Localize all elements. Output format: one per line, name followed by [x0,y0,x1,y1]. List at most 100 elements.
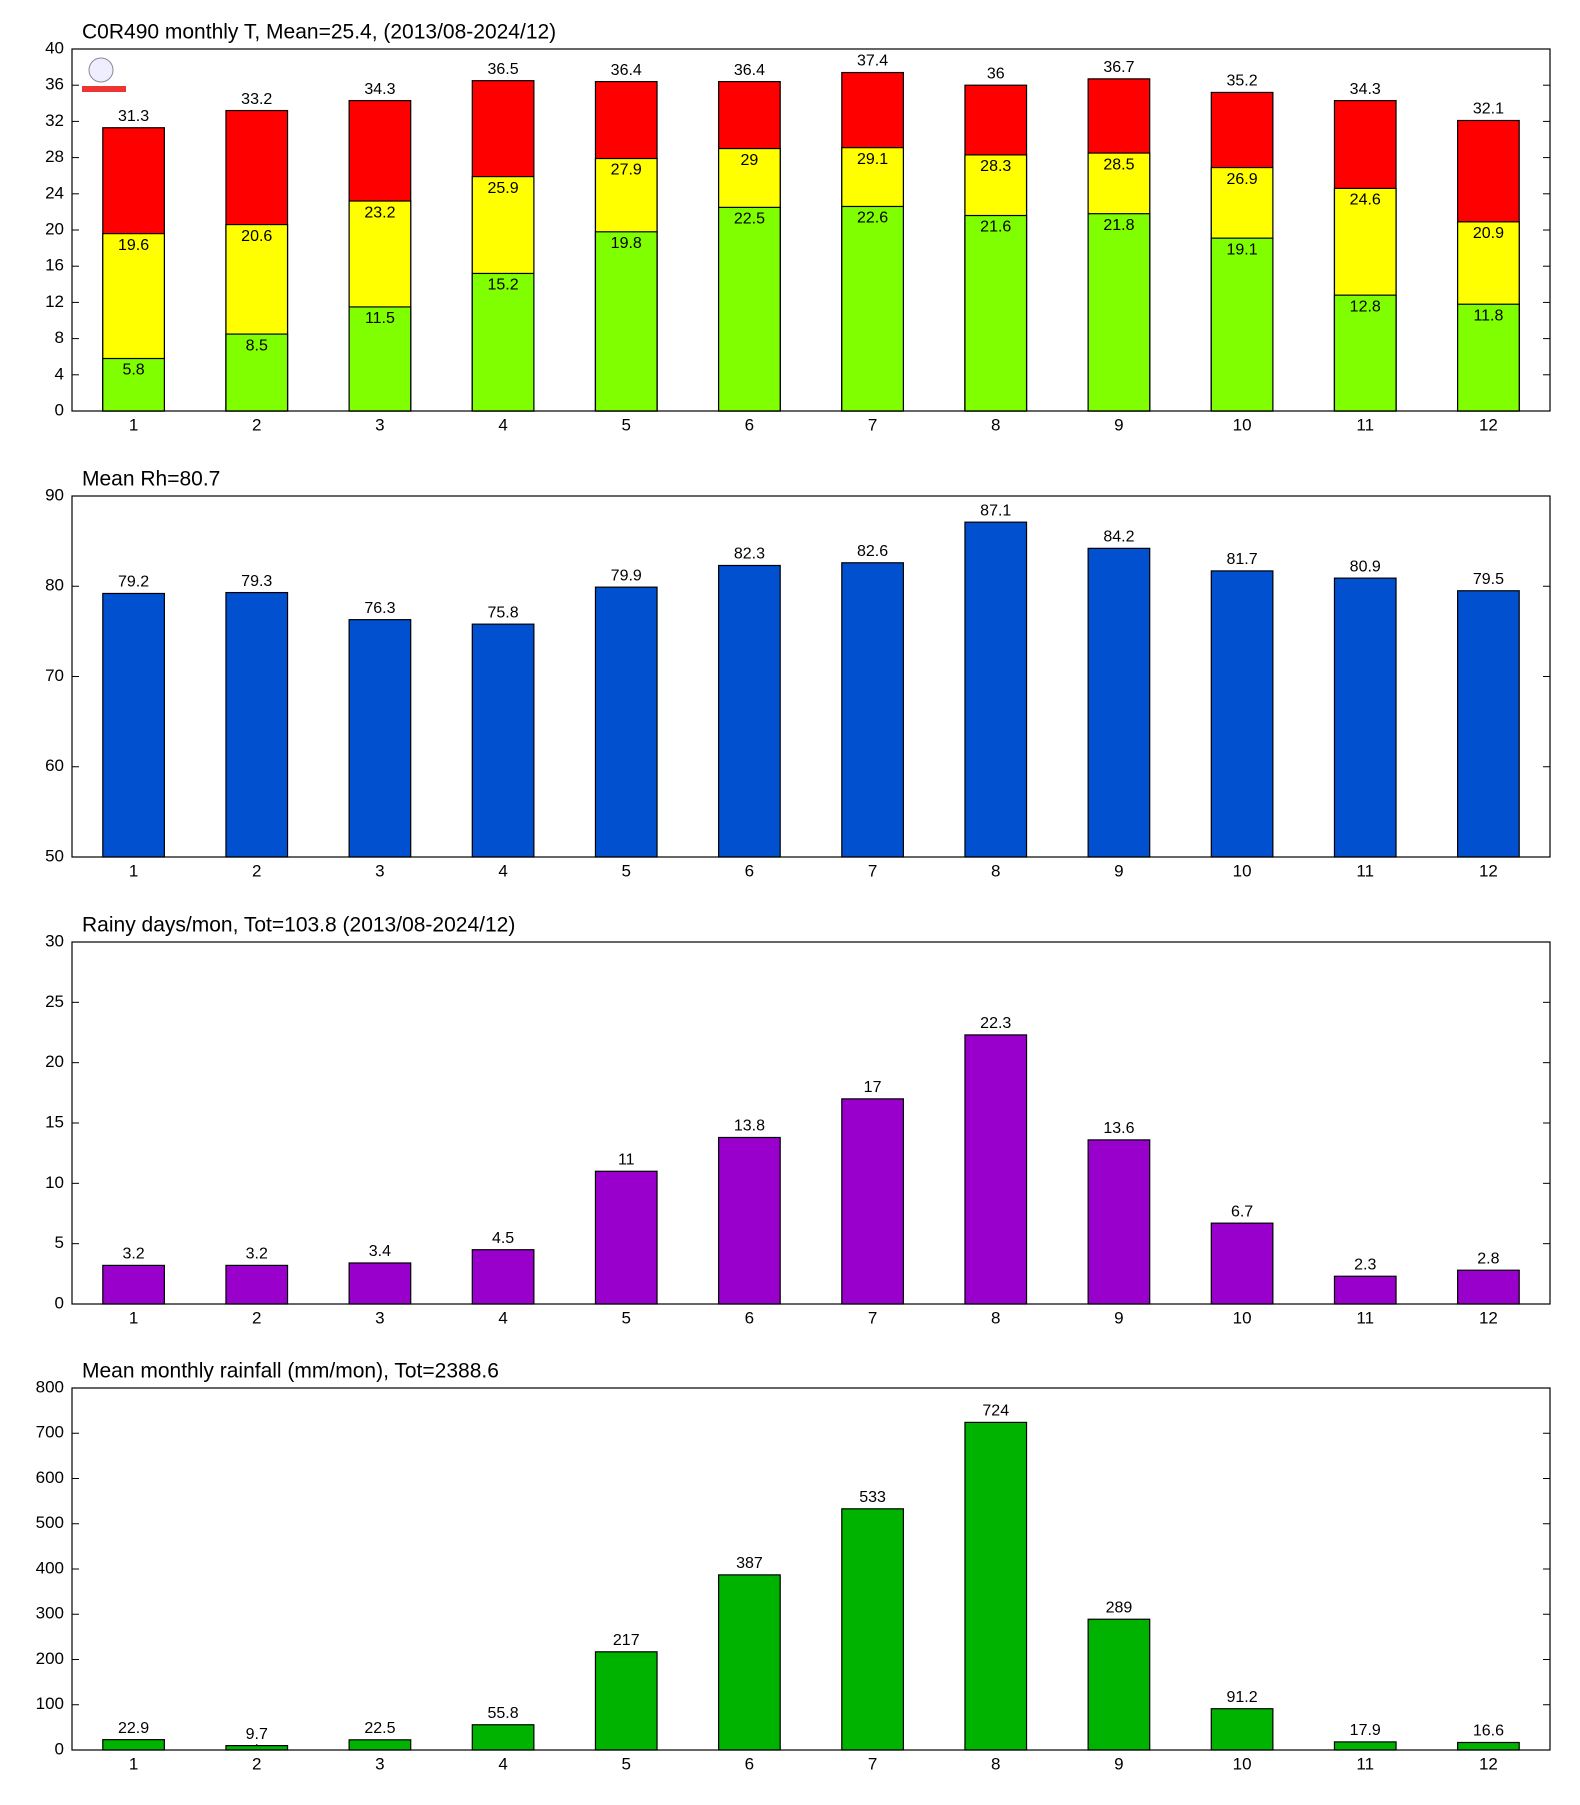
y-tick-label: 50 [45,846,64,865]
x-tick-label: 1 [129,861,138,880]
x-tick-label: 6 [745,415,754,434]
value-label: 82.6 [857,543,888,560]
value-label: 79.5 [1473,571,1504,588]
bar [225,333,289,412]
value-label: 289 [1106,1599,1133,1616]
y-tick-label: 60 [45,756,64,775]
y-tick-label: 200 [36,1649,64,1668]
bar [1210,1708,1274,1751]
bar [1457,1269,1520,1305]
value-label: 9.7 [246,1726,268,1743]
value-label: 387 [736,1555,763,1572]
value-label: 36.5 [488,61,519,78]
x-tick-label: 5 [622,861,631,880]
chart-title: Rainy days/mon, Tot=103.8 (2013/08-2024/… [82,914,515,937]
value-label: 13.6 [1103,1120,1134,1137]
y-tick-label: 70 [45,666,64,685]
value-label: 36.4 [611,62,642,79]
y-tick-label: 15 [45,1112,64,1131]
y-tick-label: 20 [45,1052,64,1071]
value-label: 17.9 [1350,1722,1381,1739]
value-label: 24.6 [1350,192,1381,209]
value-label: 217 [613,1632,640,1649]
bar [348,1739,412,1751]
bar [841,205,904,412]
bar [964,214,1028,412]
value-label: 13.8 [734,1118,765,1135]
value-label: 8.5 [246,337,268,354]
value-label: 34.3 [364,81,395,98]
bar [471,1249,535,1305]
x-tick-label: 5 [622,415,631,434]
plot-frame [71,495,1551,858]
bar [1087,1618,1151,1751]
x-tick-label: 4 [498,861,507,880]
value-label: 19.1 [1227,241,1258,258]
value-label: 2.8 [1477,1250,1499,1267]
logo-mark [82,86,126,92]
value-label: 29.1 [857,151,888,168]
y-tick-label: 80 [45,576,64,595]
bar [964,521,1028,858]
x-tick-label: 4 [498,1308,507,1327]
value-label: 81.7 [1227,551,1258,568]
bar [841,1098,904,1305]
value-label: 20.9 [1473,225,1504,242]
value-label: 20.6 [241,228,272,245]
bar [964,1034,1028,1305]
y-tick-label: 700 [36,1423,64,1442]
value-label: 26.9 [1227,171,1258,188]
bar [225,591,289,858]
value-label: 80.9 [1350,558,1381,575]
y-tick-label: 16 [45,256,64,275]
bar [348,306,412,412]
bar [348,1262,412,1305]
x-tick-label: 4 [498,415,507,434]
value-label: 21.8 [1103,217,1134,234]
x-tick-label: 6 [745,861,754,880]
value-label: 12.8 [1350,298,1381,315]
value-label: 16.6 [1473,1723,1504,1740]
chart-title: Mean monthly rainfall (mm/mon), Tot=2388… [82,1360,499,1383]
value-label: 84.2 [1103,529,1134,546]
bar [225,1264,289,1305]
value-label: 17 [864,1079,882,1096]
y-tick-label: 20 [45,219,64,238]
value-label: 21.6 [980,219,1011,236]
value-label: 76.3 [364,600,395,617]
x-tick-label: 12 [1479,1754,1498,1773]
value-label: 87.1 [980,502,1011,519]
chart-title: Mean Rh=80.7 [82,468,220,491]
bar [102,1264,165,1305]
bar [594,586,658,858]
bar [102,592,165,858]
x-tick-label: 1 [129,1308,138,1327]
value-label: 533 [859,1489,886,1506]
x-tick-label: 9 [1114,1754,1123,1773]
x-tick-label: 12 [1479,861,1498,880]
bar [1210,1222,1274,1305]
value-label: 15.2 [488,277,519,294]
bar [594,231,658,412]
value-label: 28.5 [1103,156,1134,173]
x-tick-label: 9 [1114,1308,1123,1327]
bar [1333,1275,1397,1305]
value-label: 2.3 [1354,1256,1376,1273]
value-label: 33.2 [241,91,272,108]
value-label: 23.2 [364,204,395,221]
value-label: 36 [987,65,1005,82]
x-tick-label: 8 [991,1754,1000,1773]
y-tick-label: 12 [45,292,64,311]
x-tick-label: 9 [1114,415,1123,434]
bar [1457,1741,1520,1751]
value-label: 11 [618,1151,635,1168]
value-label: 22.9 [118,1720,149,1737]
x-tick-label: 5 [622,1754,631,1773]
value-label: 11.8 [1473,307,1503,324]
x-tick-label: 4 [498,1754,507,1773]
bar [841,1508,904,1751]
x-tick-label: 2 [252,1754,261,1773]
bar [348,619,412,858]
value-label: 11.5 [365,310,395,327]
x-tick-label: 11 [1356,861,1374,880]
